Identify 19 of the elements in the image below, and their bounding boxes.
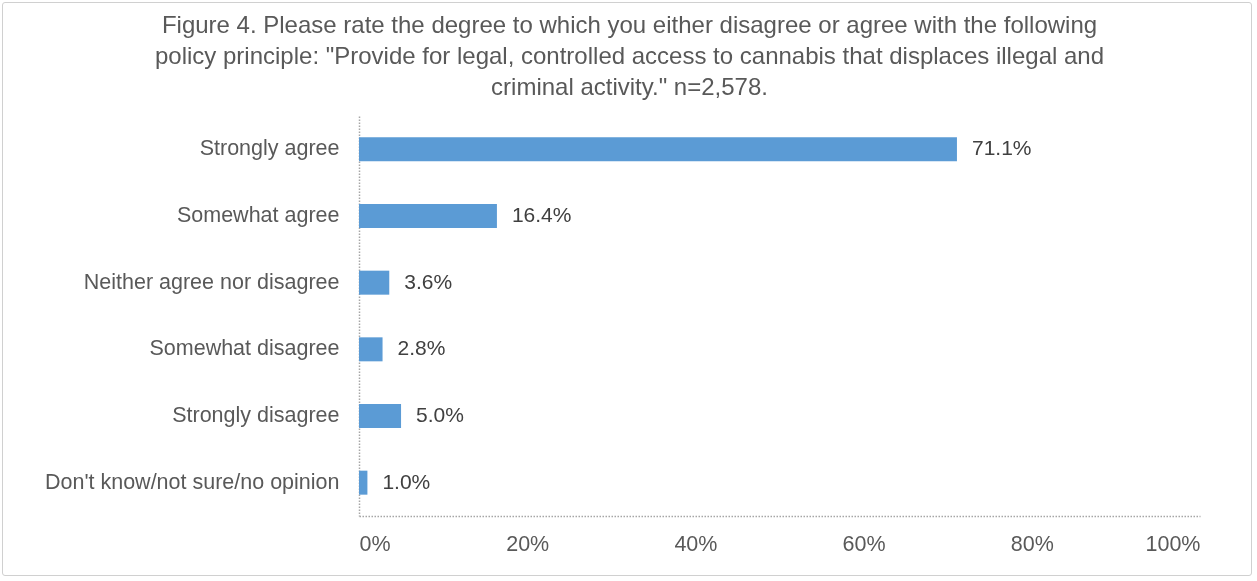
- x-tick-label: 20%: [506, 531, 550, 556]
- data-label: 2.8%: [397, 336, 446, 360]
- y-tick-label: Strongly disagree: [172, 403, 340, 427]
- data-label: 71.1%: [971, 136, 1032, 160]
- y-tick-label: Neither agree nor disagree: [83, 269, 340, 294]
- data-label: 5.0%: [416, 403, 464, 426]
- y-tick-label: Somewhat disagree: [149, 336, 340, 361]
- chart-title: Figure 4. Please rate the degree to which you either disagree or agree with the following policy principle: "Provide for legal, controlled access to cannabis that displaces illegal and criminal activity." n=2,578.: [154, 11, 1105, 100]
- x-tick-label: 100%: [1145, 531, 1201, 556]
- data-label: 1.0%: [382, 469, 431, 493]
- x-tick-label: 80%: [1010, 531, 1054, 556]
- y-tick-label: Strongly agree: [199, 136, 340, 161]
- data-label: 16.4%: [511, 203, 572, 226]
- y-tick-label: Somewhat agree: [176, 203, 340, 227]
- y-tick-label: Don't know/not sure/no opinion: [44, 469, 340, 494]
- x-tick-label: 0%: [359, 531, 391, 556]
- x-tick-label: 60%: [842, 531, 886, 556]
- x-tick-label: 40%: [674, 531, 718, 556]
- data-label: 3.6%: [404, 269, 453, 293]
